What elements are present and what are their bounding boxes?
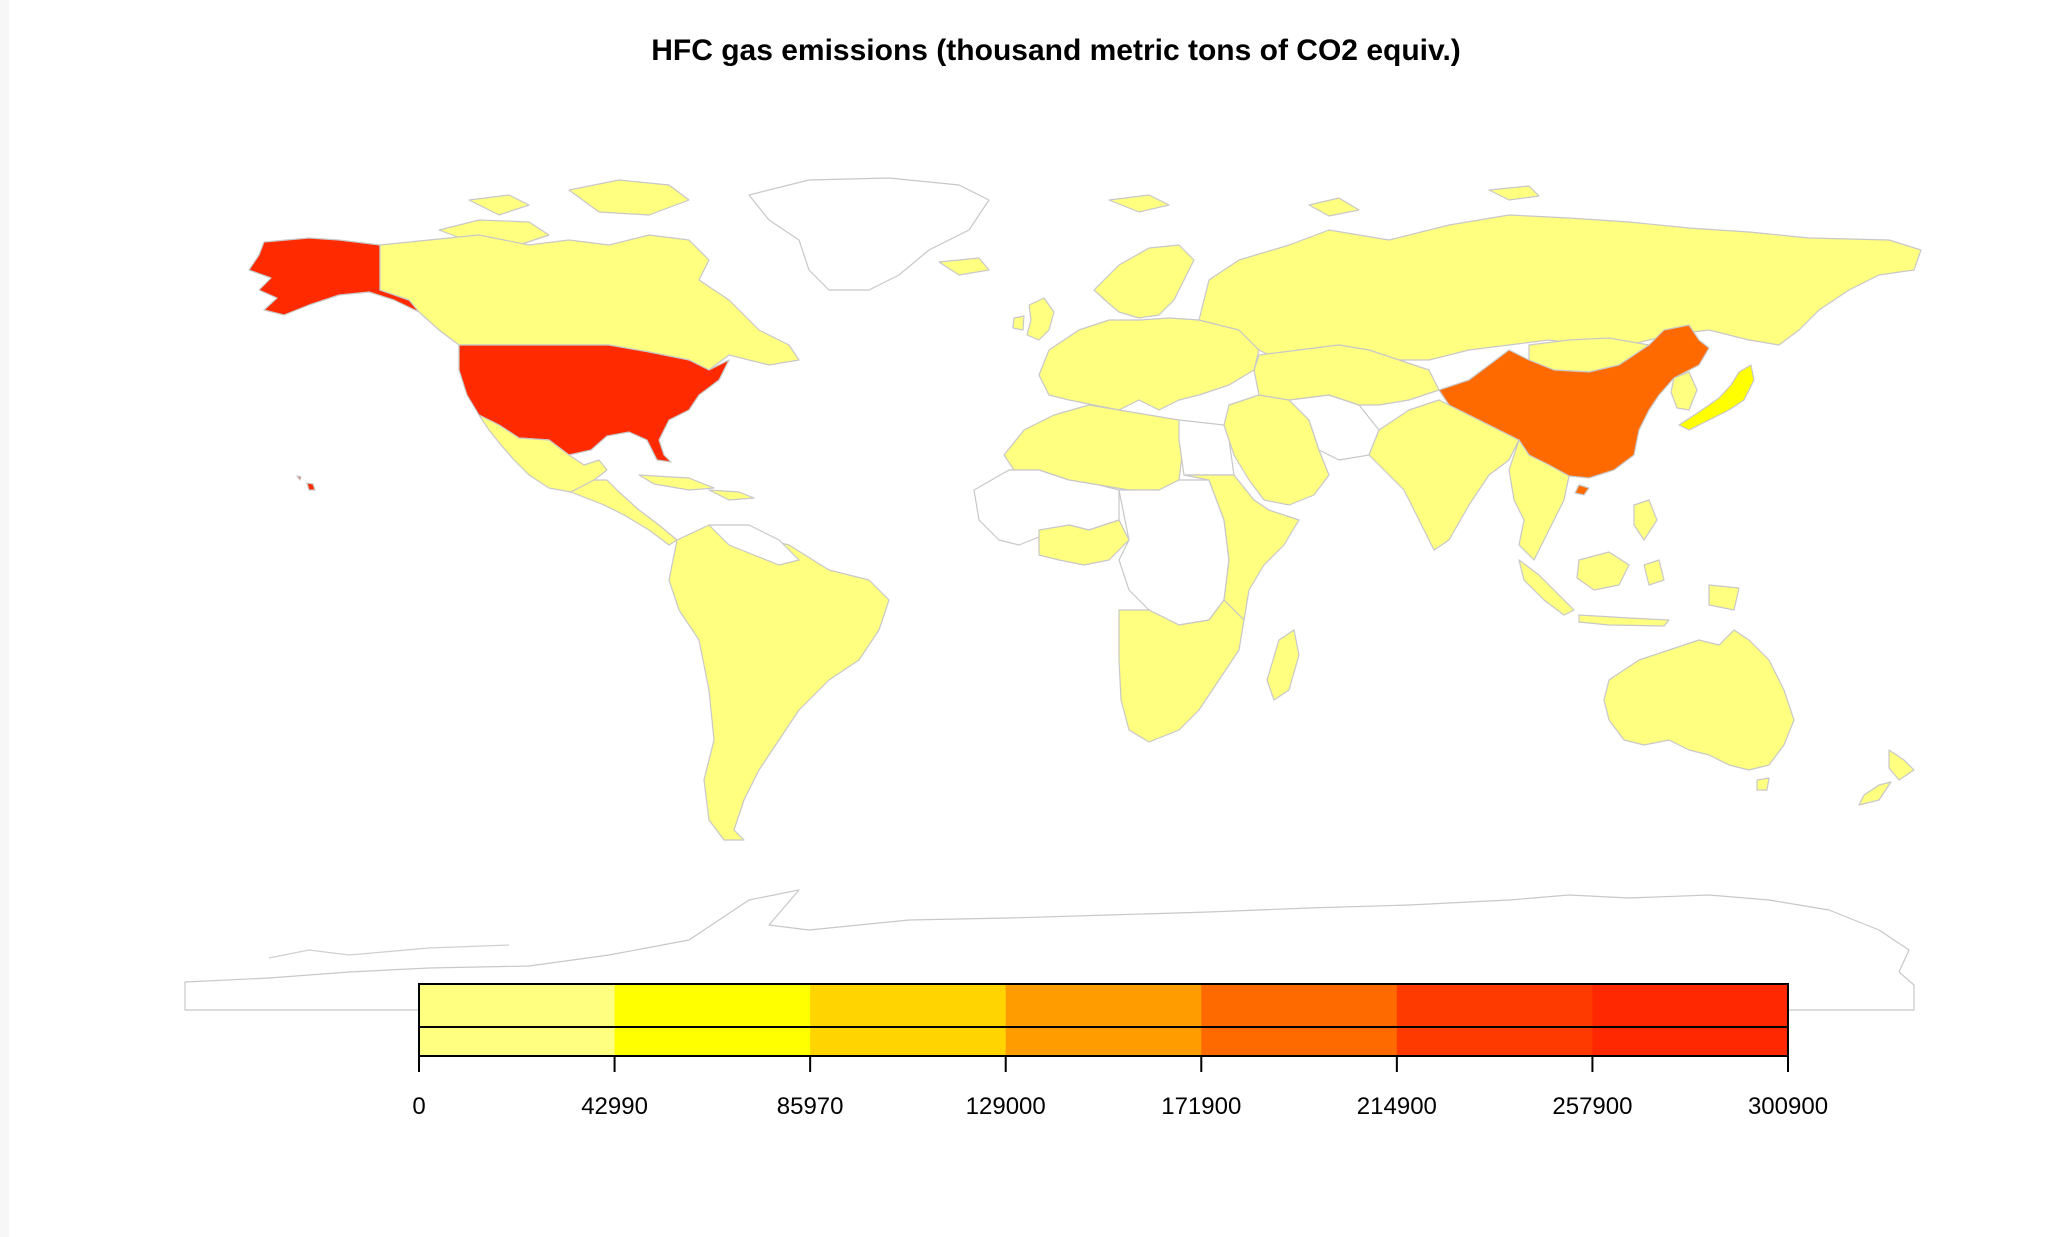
world-map: 0 42990 85970 129000 171900 214900 257900 30090… [184,177,1922,1120]
legend-bin-3 [1005,984,1202,1056]
madagascar [1266,629,1300,701]
canada [379,234,800,371]
europe [1038,317,1260,411]
new-zealand [1858,749,1915,806]
legend-tick-label: 171900 [1161,1093,1241,1120]
legend-tick-label: 85970 [777,1093,844,1120]
papua [1708,584,1740,611]
hawaii [296,475,316,491]
arctic-islands [438,179,1540,276]
legend-bin-2 [810,984,1007,1056]
southern-africa [1118,599,1245,743]
legend: 0 42990 85970 129000 171900 214900 257900 30090… [412,983,1828,1120]
mexico [478,414,608,493]
caribbean [638,474,755,501]
central-america [570,479,678,546]
uk-ireland [1012,297,1055,341]
legend-bin-0 [419,984,616,1056]
map-title: HFC gas emissions (thousand metric tons … [651,34,1461,67]
guianas [708,524,800,566]
antarctica-coast [268,944,510,959]
antarctica [184,889,1915,1011]
japan [1678,364,1755,431]
central-africa [1118,479,1230,626]
legend-tick-label: 42990 [581,1093,648,1120]
greenland [748,177,990,291]
west-africa [1038,519,1130,566]
legend-frame [418,983,1789,1057]
page: HFC gas emissions (thousand metric tons … [9,0,2048,1237]
scandinavia [1093,244,1195,319]
legend-tick-label: 0 [412,1093,425,1120]
korea [1670,371,1698,411]
russia [1198,214,1922,361]
central-asia [1253,344,1440,406]
legend-tick-label: 129000 [966,1093,1046,1120]
australia [1603,629,1795,791]
usa [458,344,730,463]
legend-tick-label: 214900 [1357,1093,1437,1120]
indonesia [1518,551,1670,627]
legend-bin-5 [1396,984,1593,1056]
legend-bin-1 [614,984,811,1056]
legend-tick-label: 300900 [1748,1093,1828,1120]
legend-bin-4 [1201,984,1398,1056]
east-africa [1183,474,1300,621]
legend-tick-label: 257900 [1552,1093,1632,1120]
legend-bin-6 [1592,984,1789,1056]
southeast-asia [1508,439,1658,561]
south-america [668,524,890,841]
